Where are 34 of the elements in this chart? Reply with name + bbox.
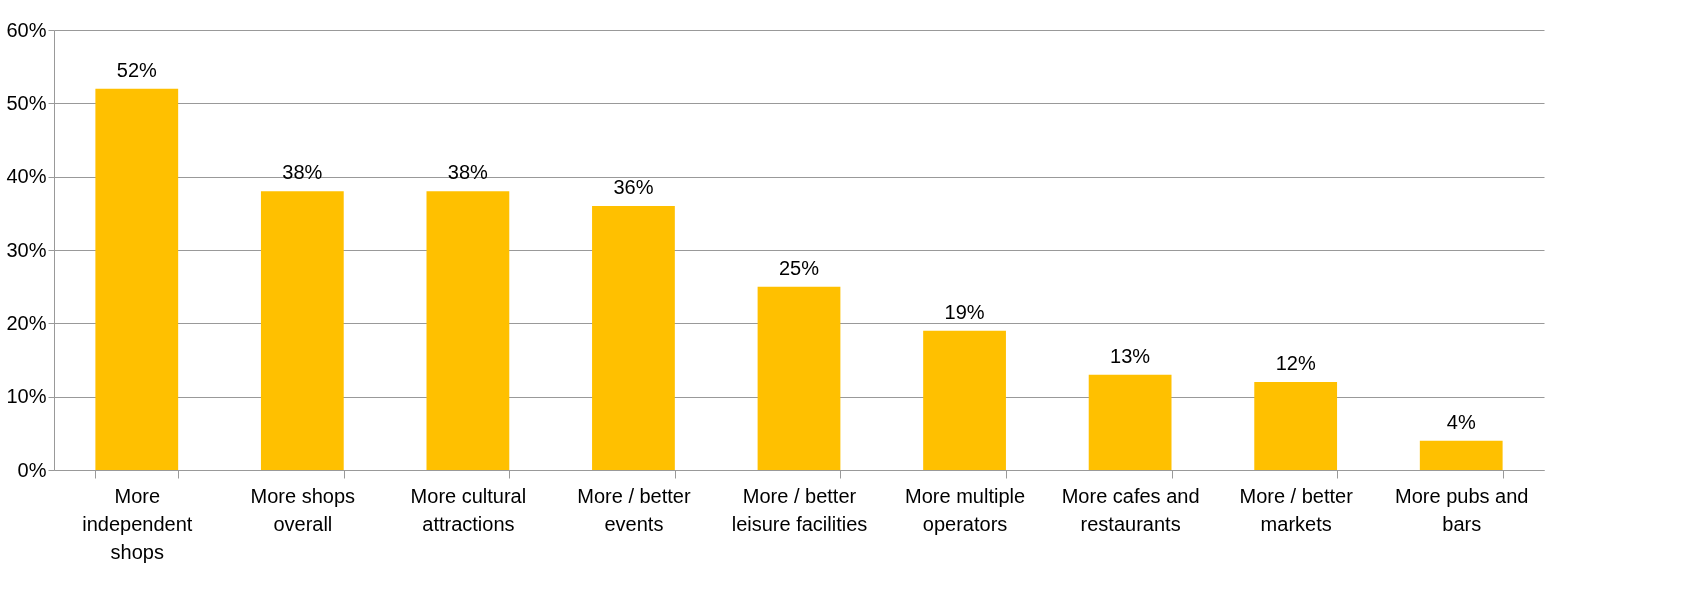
bar — [1088, 374, 1172, 470]
data-label: 4% — [1446, 410, 1476, 433]
data-label: 52% — [116, 58, 158, 81]
y-tick-label: 40% — [6, 165, 47, 188]
data-label: 38% — [447, 161, 489, 184]
x-tick-label: More cultural attractions — [410, 484, 527, 535]
y-tick-label: 60% — [6, 18, 47, 41]
x-tick-label: More multiple operators — [905, 484, 1026, 535]
x-tick-label: More / better markets — [1239, 484, 1354, 535]
x-tick-label: More independent shops — [82, 484, 193, 563]
data-label: 36% — [613, 176, 654, 198]
data-label: 38% — [282, 161, 323, 184]
data-label: 13% — [1110, 344, 1151, 367]
y-tick-label: 0% — [17, 458, 47, 481]
y-tick-label: 30% — [6, 238, 47, 261]
bar — [1254, 382, 1338, 470]
bar — [923, 330, 1006, 470]
bar — [95, 88, 179, 470]
bar — [592, 206, 675, 470]
y-tick-label: 50% — [6, 91, 47, 114]
x-tick-label: More / better events — [577, 484, 691, 535]
bar — [426, 191, 510, 470]
data-label: 19% — [944, 300, 985, 323]
x-tick-label: More cafes and restaurants — [1061, 484, 1200, 535]
bar — [757, 286, 841, 470]
x-tick-label: More shops overall — [250, 484, 356, 535]
bar — [1419, 440, 1503, 470]
x-tick-label: More pubs and bars — [1395, 484, 1529, 535]
y-tick-label: 10% — [6, 385, 47, 408]
y-tick-label: 20% — [6, 311, 47, 334]
data-label: 25% — [778, 256, 820, 279]
x-tick-label: More / better leisure facilities — [731, 484, 868, 535]
bar — [260, 191, 344, 470]
data-label: 12% — [1275, 352, 1316, 374]
